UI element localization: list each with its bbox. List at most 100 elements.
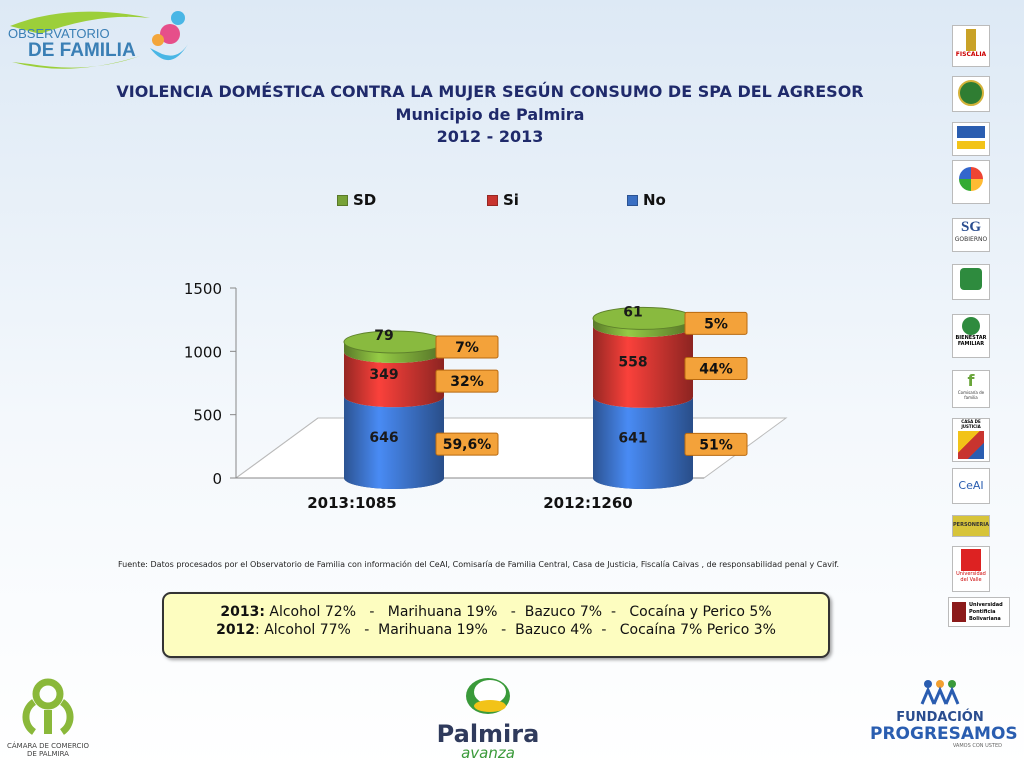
ceai-logo: CeAI [952,468,990,504]
univalle-shield-icon [961,549,981,571]
legend-swatch-no [627,194,638,206]
percent-box-si-0 [435,369,499,393]
house-icon [958,431,984,459]
percent-label-si-0: 32% [450,374,484,390]
source-note: Fuente: Datos procesados por el Observat… [118,560,840,569]
gobierno-label: GOBIERNO [954,236,988,243]
avanza-label: avanza [461,744,515,762]
legend-item-no: No [627,191,666,209]
bienestar-label-1: BIENESTAR [955,335,987,341]
chart-subtitle-municipality: Municipio de Palmira [395,105,585,124]
gobierno-logo: SG GOBIERNO [952,218,990,252]
cylinder-top-0 [343,330,445,354]
upb-crest-icon [952,602,966,622]
comisaria-logo: f Comisaría de familia [952,370,990,408]
people-icon [959,167,983,191]
brand-line-1: OBSERVATORIO [8,26,110,41]
percent-label-no-1: 51% [699,437,733,453]
fundacion-label: FUNDACIÓN [896,710,984,725]
people-figures-icon [920,680,960,705]
ceai-label: CeAI [958,479,984,492]
fiscalia-label: FISCALIA [955,51,987,58]
palmira-avanza-logo: Palmira avanza [428,672,548,768]
summary-line-2012: 2012: Alcohol 77% - Marihuana 19% - Bazu… [164,622,828,638]
fundacion-progresamos-logo: FUNDACIÓN PROGRESAMOS VAMOS CON USTED [870,676,1018,756]
bar-si-0 [344,351,444,408]
upb-label-2: Pontificia [969,608,996,615]
summary-text-2013: Alcohol 72% - Marihuana 19% - Bazuco 7% … [264,604,772,620]
comisaria-label: Comisaría de familia [957,390,985,400]
summary-text-2012: : Alcohol 77% - Marihuana 19% - Bazuco 4… [255,622,776,638]
upb-logo: Universidad Pontificia Bolivariana [948,597,1010,627]
bienestar-label-2: FAMILIAR [957,341,985,347]
cross-icon [966,29,976,51]
univalle-logo: Universidad del Valle [952,546,990,592]
camara-comercio-logo: CÁMARA DE COMERCIO DE PALMIRA [0,676,96,766]
partner-logo-people [952,160,990,204]
x-category-label-1: 2012:1260 [543,494,633,512]
percent-box-si-1 [684,356,748,380]
univalle-label-1: Universidad [956,571,986,577]
comisaria-icon: f [967,371,975,390]
chart-title: VIOLENCIA DOMÉSTICA CONTRA LA MUJER SEGÚ… [116,82,864,101]
percent-label-si-1: 44% [699,361,733,377]
legend-swatch-si [487,194,498,206]
progresamos-tagline: VAMOS CON USTED [952,743,1002,749]
partner-logo-blue [952,122,990,156]
data-label-si-0: 349 [369,367,398,383]
bar-si-1 [593,326,693,408]
leaf-icon [960,268,982,290]
chart-subtitle-years: 2012 - 2013 [436,127,544,146]
family-icon [962,317,980,335]
legend-swatch-sd [337,194,348,206]
percent-box-no-1 [684,432,748,456]
bar-no-1 [593,396,693,489]
data-label-no-1: 641 [618,430,647,446]
legend-item-sd: SD [337,191,376,209]
y-tick-label-1: 500 [193,407,222,425]
x-category-label-0: 2013:1085 [307,494,397,512]
bienestar-familiar-logo: BIENESTAR FAMILIAR [952,314,990,358]
legend-label-sd: SD [353,191,377,209]
shield-icon [958,80,984,106]
percent-label-sd-1: 5% [704,316,728,332]
bar-sd-0 [344,341,444,363]
summary-line-2013: 2013: Alcohol 72% - Marihuana 19% - Bazu… [164,604,828,620]
camara-label-2: DE PALMIRA [27,750,69,758]
sg-icon: SG [960,219,981,235]
percent-box-sd-1 [684,311,748,335]
chart-floor-edge [235,417,319,479]
univalle-label-2: del Valle [960,577,982,583]
progresamos-label: PROGRESAMOS [870,724,1018,744]
stacked-cylinder-chart: 0 500 1000 1500 646 59,6% 349 32% 79 7% 2013:1085 6… [184,280,788,512]
casa-justicia-logo: CASA DE JUSTICIA [952,418,990,462]
policia-logo [952,76,990,112]
percent-label-no-0: 59,6% [443,437,492,453]
chart-title-block: VIOLENCIA DOMÉSTICA CONTRA LA MUJER SEGÚ… [60,82,920,149]
percent-box-sd-0 [435,335,499,359]
summary-year-2013: 2013: [220,604,265,620]
personeria-label: PERSONERIA [953,522,989,528]
camara-label-1: CÁMARA DE COMERCIO [7,742,89,750]
bar-sd-1 [593,318,693,338]
personeria-logo: PERSONERIA [952,515,990,537]
substance-summary-box: 2013: Alcohol 72% - Marihuana 19% - Bazu… [162,592,830,658]
fiscalia-logo: FISCALIA [952,25,990,67]
partner-logo-green [952,264,990,300]
bar-no-0 [344,396,444,489]
camara-comercio-icon [22,678,74,735]
data-label-sd-1: 61 [623,304,642,320]
upb-text: Universidad Pontificia Bolivariana [969,602,1003,623]
percent-box-no-0 [435,432,499,456]
data-label-sd-0: 79 [374,328,393,344]
emblem-icon-yellow [957,141,985,149]
legend-label-no: No [643,191,666,209]
cylinder-top-1 [592,306,694,330]
palmira-label: Palmira [436,720,540,748]
y-tick-label-2: 1000 [184,343,222,361]
percent-label-sd-0: 7% [455,340,479,356]
data-label-no-0: 646 [369,430,398,446]
emblem-icon [957,126,985,138]
data-label-si-1: 558 [618,354,647,370]
palmira-swirl-icon [466,678,510,714]
